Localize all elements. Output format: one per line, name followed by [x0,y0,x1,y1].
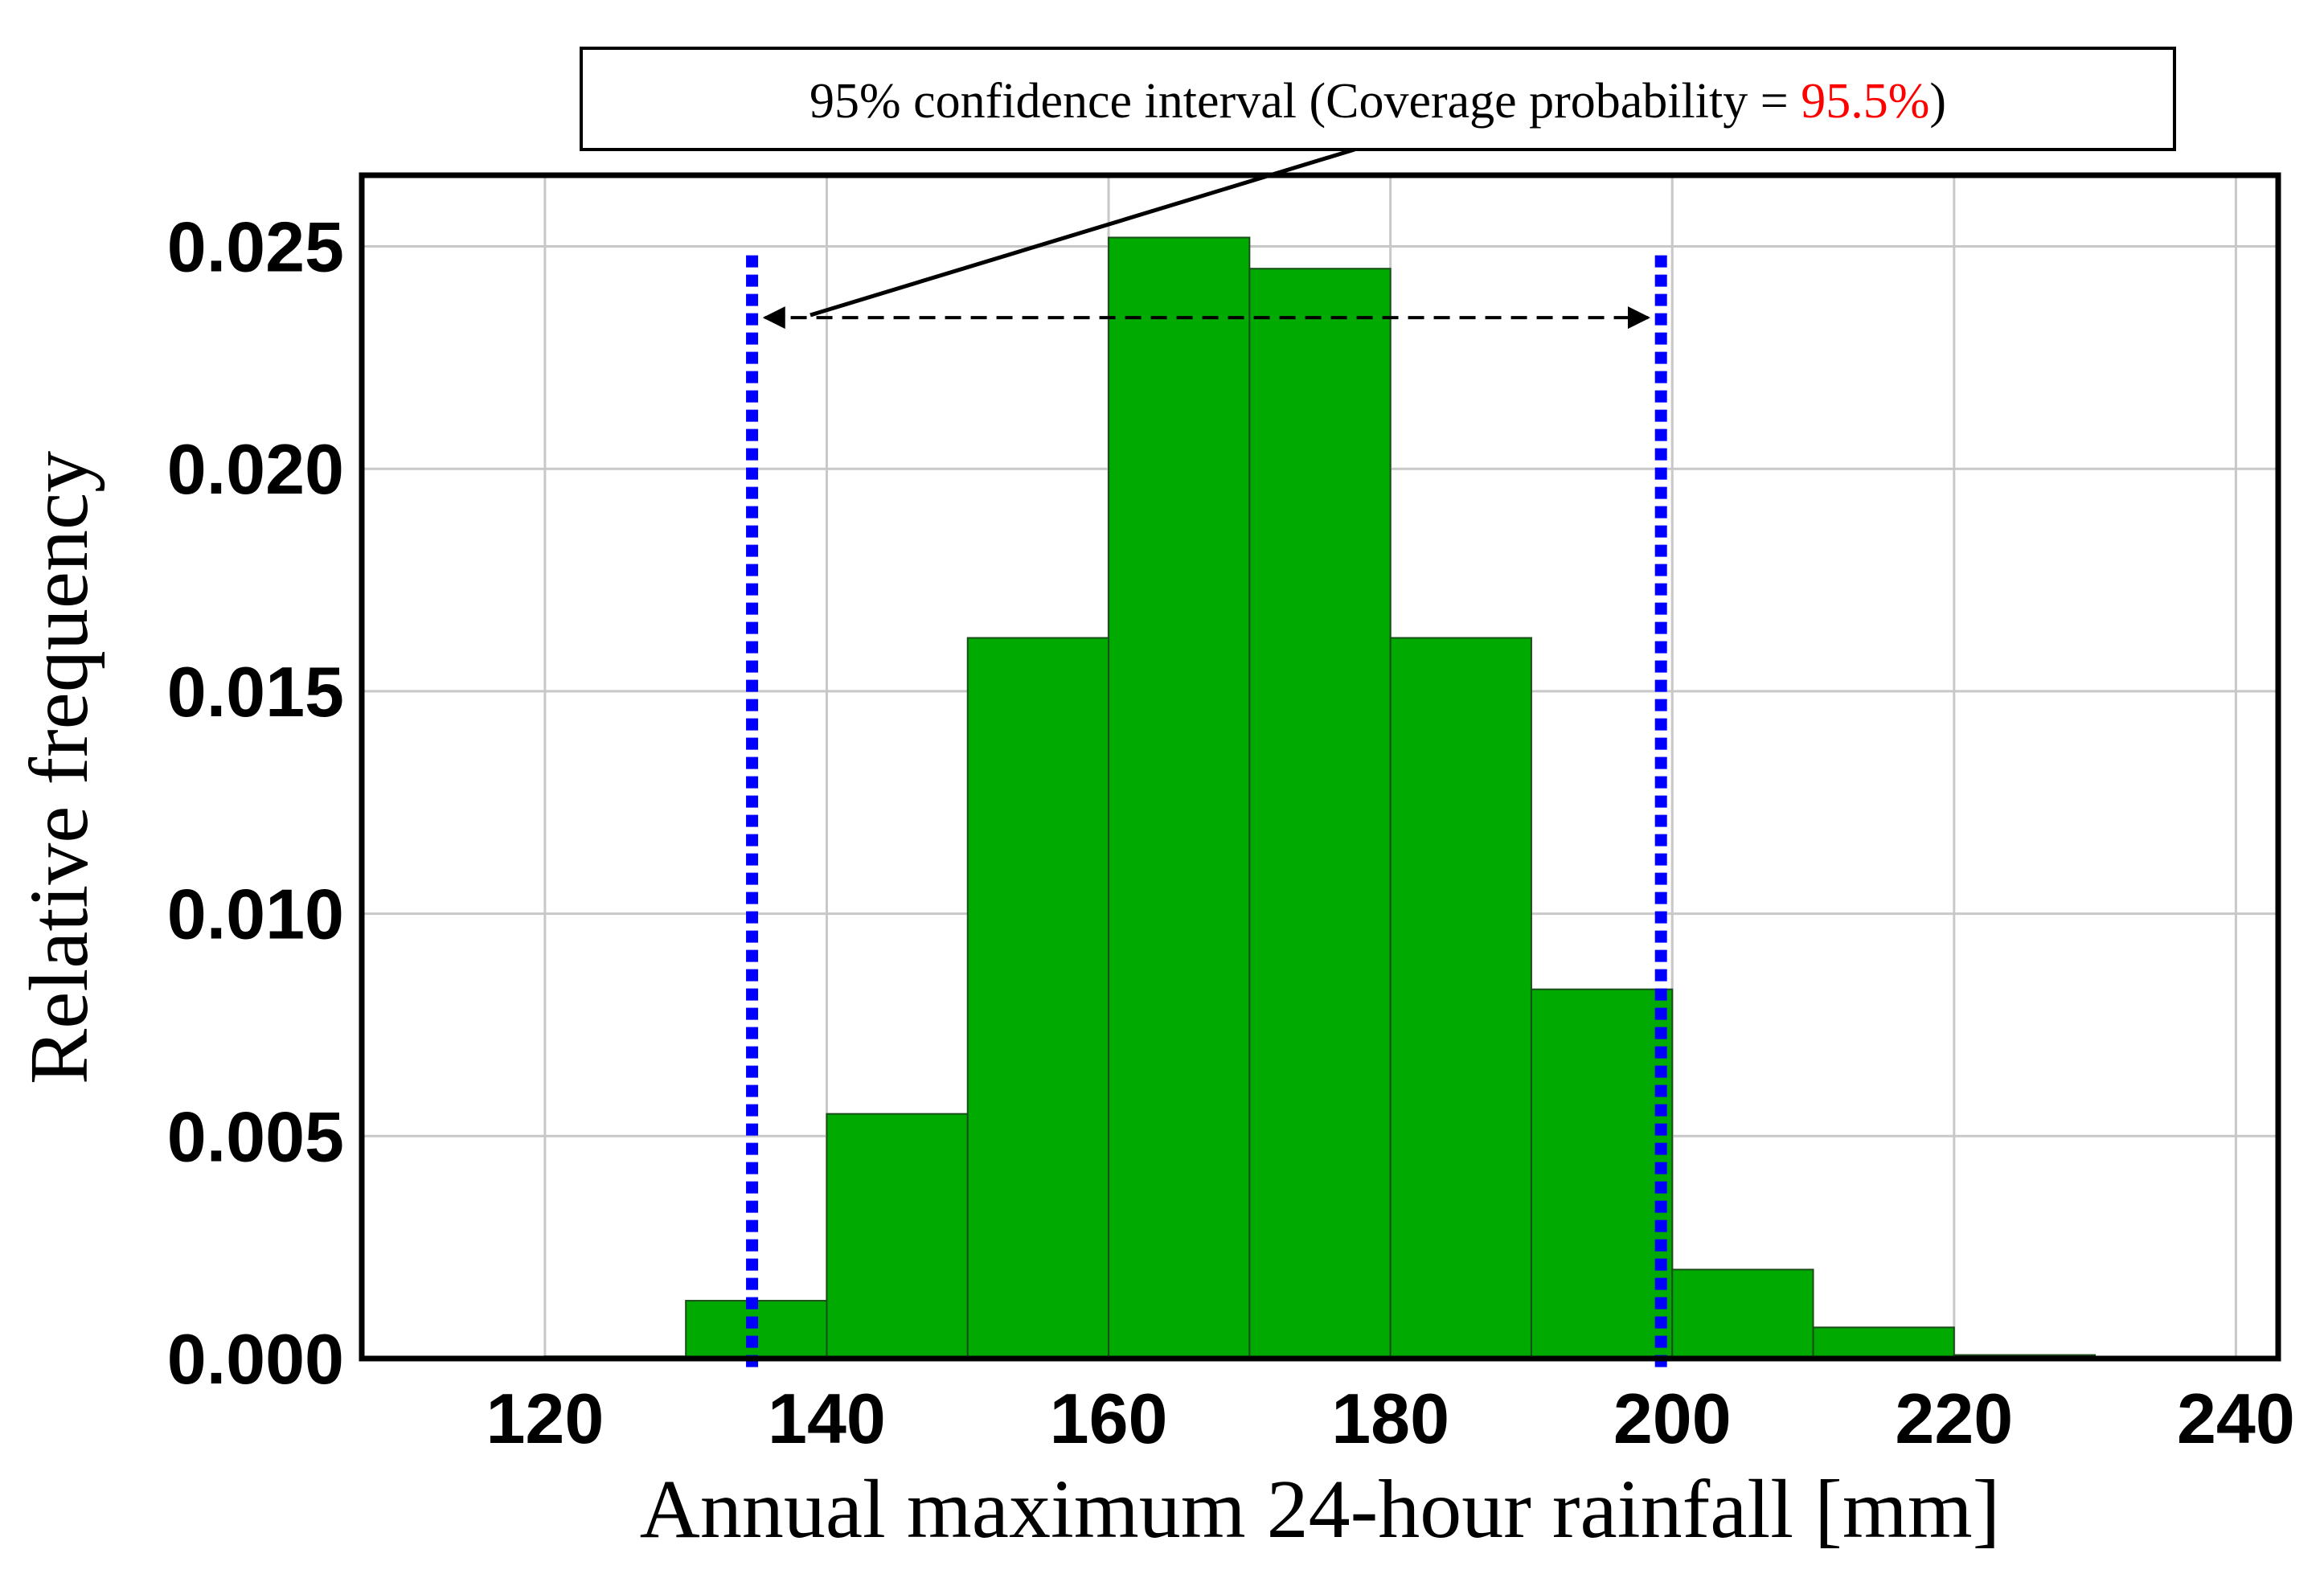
x-tick-label: 200 [1613,1379,1732,1458]
x-tick-label: 120 [486,1379,604,1458]
y-tick-label: 0.020 [167,429,344,509]
histogram-bar [1671,1269,1814,1360]
y-tick-label: 0.000 [167,1319,344,1399]
annotation-text: 95% confidence interval (Coverage probab… [810,74,1946,129]
x-tick-labels: 120 140 160 180 200 220 240 [486,1379,2294,1458]
y-tick-labels: 0.000 0.005 0.010 0.015 0.020 0.025 [167,207,344,1399]
x-tick-label: 180 [1331,1379,1449,1458]
annotation-suffix: ) [1929,74,1946,129]
annotation-highlight: 95.5% [1801,74,1929,129]
histogram-bar [1108,236,1251,1360]
histogram-bar [1530,988,1674,1360]
x-tick-label: 240 [2177,1379,2295,1458]
y-tick-label: 0.010 [167,875,344,954]
histogram-bars [543,236,2097,1360]
histogram-bar [826,1113,969,1359]
annotation-main: 95% confidence interval (Coverage probab… [810,74,1801,129]
confidence-interval [746,255,1667,1370]
x-tick-label: 140 [768,1379,886,1458]
x-tick-label: 220 [1895,1379,2013,1458]
x-tick-label: 160 [1050,1379,1168,1458]
y-tick-label: 0.015 [167,652,344,732]
annotation-leader-line [810,147,1355,318]
y-tick-label: 0.025 [167,207,344,287]
annotation-callout: 95% confidence interval (Coverage probab… [580,47,2176,318]
histogram-bar [685,1300,828,1360]
y-tick-label: 0.005 [167,1096,344,1176]
x-axis-label: Annual maximum 24-hour rainfall [mm] [640,1463,2001,1555]
y-axis-label: Relative frequency [13,451,105,1084]
plot-frame [359,172,2281,1362]
histogram-bar [1248,268,1392,1359]
histogram-bar [1389,637,1532,1359]
histogram-bar [1812,1326,1955,1360]
histogram-bar [966,637,1110,1359]
annotation-box [580,47,2176,151]
